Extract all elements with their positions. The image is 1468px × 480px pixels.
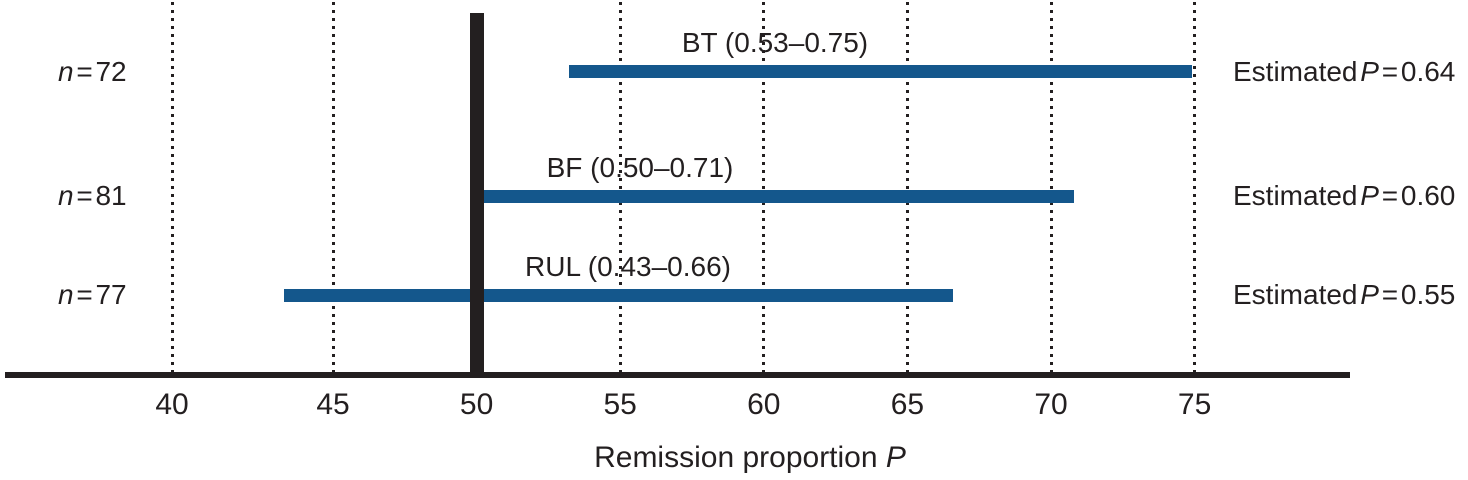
gridline-75 bbox=[1193, 2, 1197, 372]
gridline-45 bbox=[331, 2, 335, 372]
estimate-label-bf: Estimated P = 0.60 bbox=[1233, 180, 1456, 211]
x-tick-label-65: 65 bbox=[890, 388, 925, 421]
x-tick-label-60: 60 bbox=[747, 388, 781, 421]
gridline-70 bbox=[1049, 2, 1053, 372]
x-tick-label-40: 40 bbox=[155, 388, 189, 421]
x-tick-label-45: 45 bbox=[316, 388, 350, 421]
x-tick-label-55: 55 bbox=[603, 388, 637, 421]
x-axis-line bbox=[5, 372, 1350, 378]
ci-range-label-bf: BF (0.50–0.71) bbox=[546, 151, 734, 183]
estimate-label-bt: Estimated P = 0.64 bbox=[1233, 55, 1456, 87]
sample-size-label-bf: n = 81 bbox=[58, 180, 127, 211]
n-symbol: n bbox=[58, 55, 74, 87]
sample-size-label-bt: n = 72 bbox=[58, 55, 127, 87]
gridline-60 bbox=[762, 2, 766, 372]
p-symbol: P bbox=[1360, 55, 1379, 87]
p-symbol: P bbox=[885, 441, 906, 474]
ci-range-label-rul: RUL (0.43–0.66) bbox=[525, 250, 731, 282]
x-tick-label-50: 50 bbox=[459, 388, 494, 421]
p-symbol: P bbox=[1360, 279, 1379, 310]
x-tick-label-70: 70 bbox=[1034, 388, 1068, 421]
ci-bar-rul bbox=[284, 288, 954, 302]
gridline-55 bbox=[618, 2, 622, 372]
n-symbol: n bbox=[58, 279, 74, 310]
ci-bar-bf bbox=[476, 189, 1074, 203]
ci-bar-bt bbox=[568, 65, 1192, 78]
ci-range-label-bt: BT (0.53–0.75) bbox=[681, 27, 869, 58]
x-axis-title: Remission proportion P bbox=[594, 441, 906, 474]
p-symbol: P bbox=[1360, 180, 1379, 211]
gridline-40 bbox=[170, 2, 174, 372]
sample-size-label-rul: n = 77 bbox=[58, 279, 127, 310]
gridline-65 bbox=[905, 2, 909, 372]
x-tick-label-75: 75 bbox=[1177, 388, 1212, 421]
estimate-label-rul: Estimated P = 0.55 bbox=[1233, 279, 1456, 310]
n-symbol: n bbox=[58, 180, 74, 211]
reference-line-50 bbox=[469, 13, 484, 378]
